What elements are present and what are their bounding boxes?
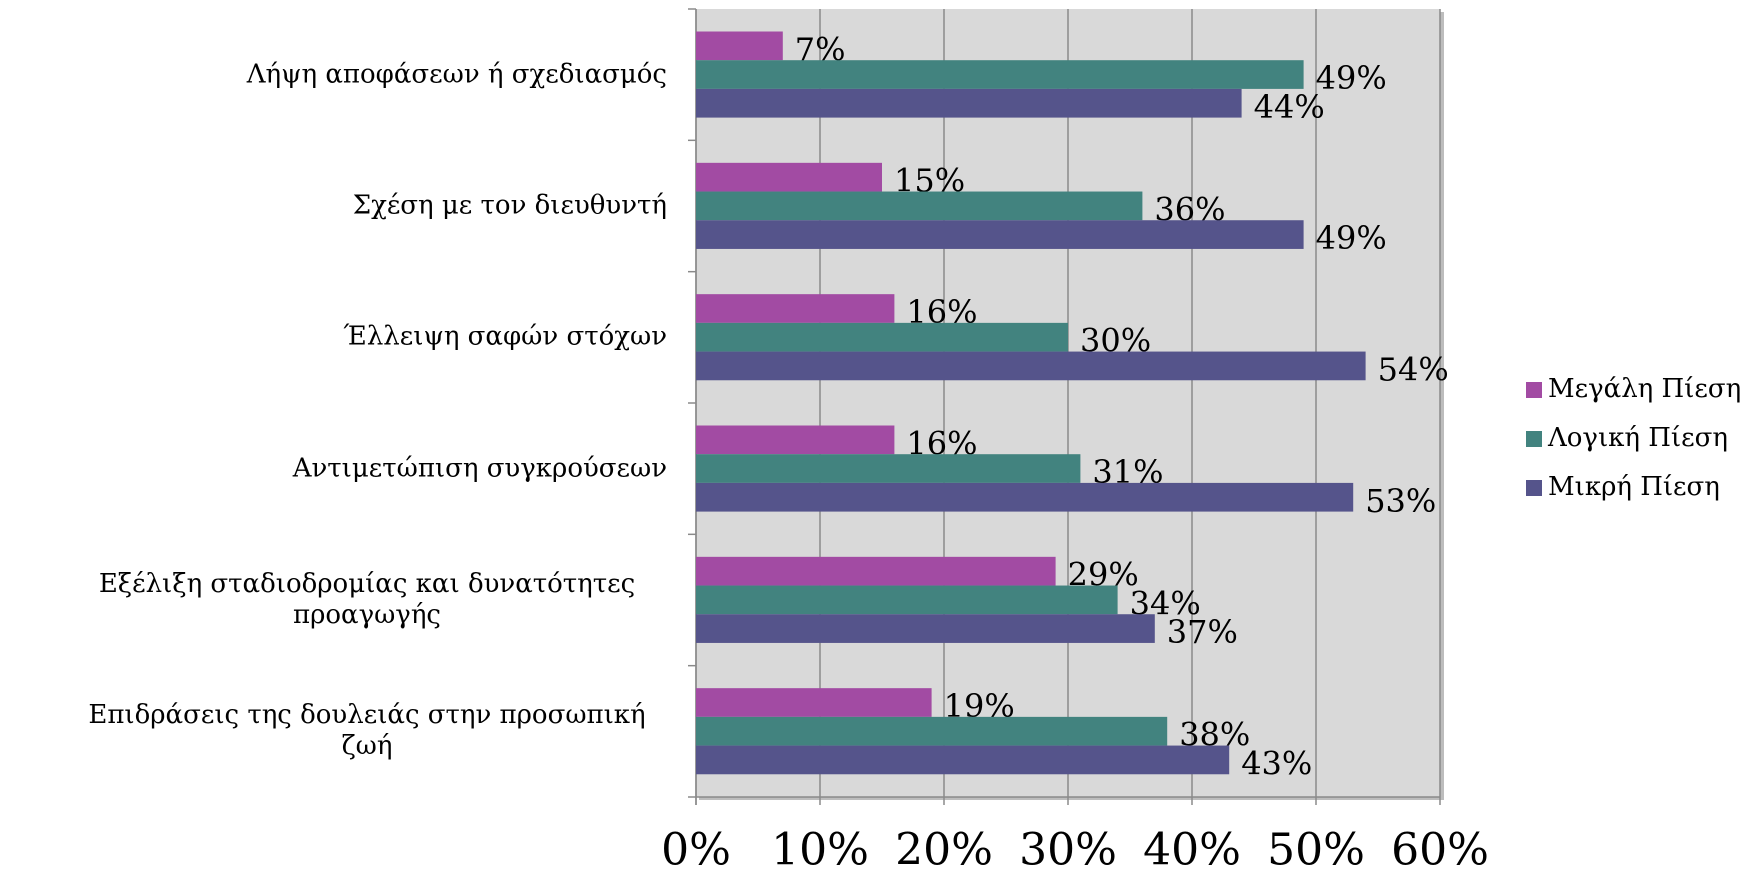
bar (696, 60, 1304, 89)
data-label: 49% (1316, 219, 1387, 257)
bar (696, 585, 1118, 615)
bar (696, 322, 1068, 352)
data-label: 37% (1167, 613, 1238, 651)
x-tick-label: 50% (1267, 825, 1365, 872)
x-tick-label: 30% (1019, 825, 1117, 872)
bar (696, 88, 1242, 118)
data-label: 43% (1241, 744, 1312, 782)
x-tick-label: 20% (895, 825, 993, 872)
bar (696, 31, 783, 61)
legend-label: Μεγάλη Πίεση (1548, 374, 1741, 404)
bar (696, 454, 1081, 483)
x-tick-label: 0% (661, 825, 731, 872)
category-label: Έλλειψη σαφών στόχων (343, 321, 667, 352)
data-label: 49% (1316, 59, 1387, 97)
bar (696, 191, 1143, 221)
category-label: Επιδράσεις της δουλειάς στην προσωπική ζ… (88, 700, 646, 762)
bar (696, 688, 932, 717)
legend-swatch (1526, 431, 1542, 447)
bar (696, 351, 1366, 381)
category-label: Λήψη αποφάσεων ή σχεδιασμός (246, 59, 667, 90)
bar (696, 716, 1168, 746)
x-tick-label: 10% (771, 825, 869, 872)
data-label: 54% (1378, 350, 1449, 388)
x-tick-label: 60% (1391, 825, 1489, 872)
bar (696, 220, 1304, 249)
bar (696, 425, 895, 455)
bar (696, 294, 895, 323)
category-label: Σχέση με τον διευθυντή (352, 190, 667, 221)
bar (696, 745, 1230, 775)
bar (696, 162, 882, 192)
data-label: 53% (1365, 482, 1436, 520)
category-label: Εξέλιξη σταδιοδρομίας και δυνατότητες πρ… (98, 568, 636, 630)
bar (696, 614, 1155, 643)
category-label: Αντιμετώπιση συγκρούσεων (292, 453, 667, 484)
legend-swatch (1526, 382, 1542, 398)
data-label: 44% (1254, 88, 1325, 126)
bar (696, 556, 1056, 586)
legend-label: Λογική Πίεση (1547, 423, 1728, 453)
bar (696, 482, 1354, 512)
legend-swatch (1526, 480, 1542, 496)
x-tick-label: 40% (1143, 825, 1241, 872)
legend-label: Μικρή Πίεση (1548, 472, 1720, 502)
